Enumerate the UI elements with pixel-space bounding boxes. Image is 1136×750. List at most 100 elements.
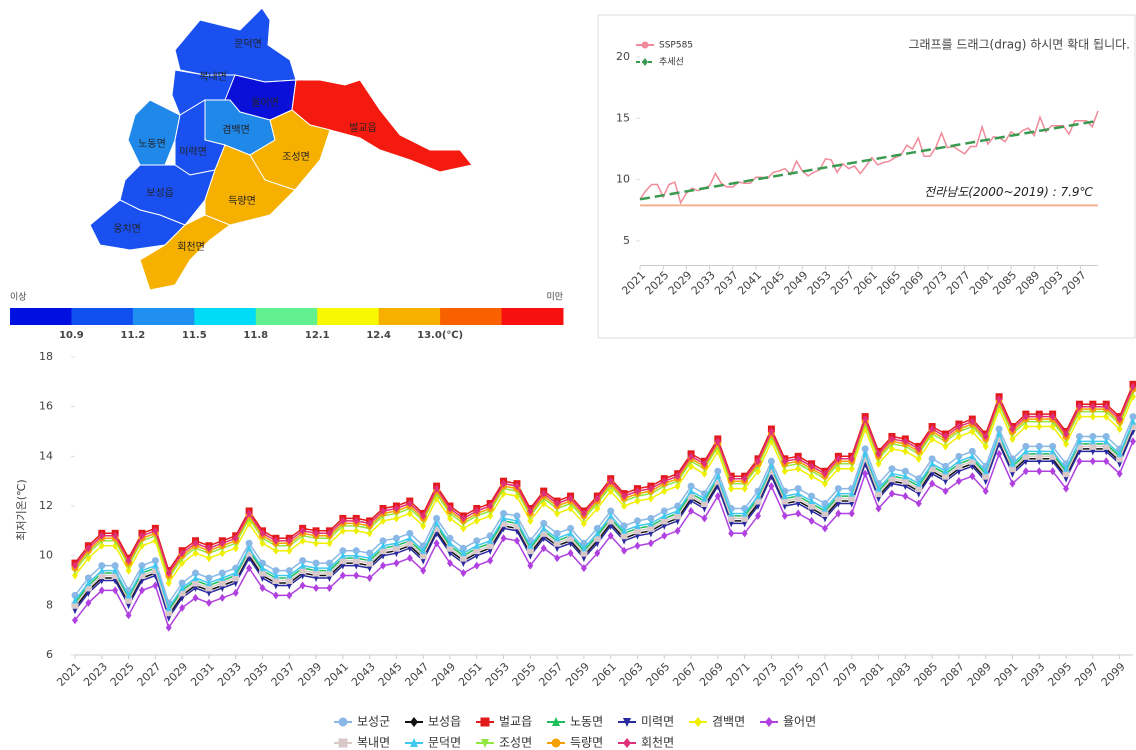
- marker: [701, 514, 708, 523]
- marker: [741, 474, 748, 483]
- marker: [487, 556, 494, 565]
- marker: [72, 571, 78, 580]
- marker: [567, 494, 574, 503]
- chart-annotation[interactable]: 그래프를 드래그(drag) 하시면 확대 됩니다.: [908, 38, 1130, 52]
- y-tick-label: 12: [39, 499, 53, 512]
- marker: [848, 464, 855, 473]
- marker: [607, 511, 614, 519]
- marker: [406, 499, 413, 508]
- region-label: 노동면: [138, 138, 166, 150]
- marker: [513, 536, 520, 545]
- marker: [755, 503, 762, 510]
- marker: [594, 504, 601, 513]
- marker: [366, 529, 373, 538]
- marker: [433, 484, 440, 493]
- marker: [513, 516, 520, 524]
- marker: [1089, 402, 1096, 411]
- legend-marker: [481, 739, 489, 748]
- marker: [674, 506, 681, 514]
- marker: [98, 531, 105, 540]
- marker: [741, 520, 748, 528]
- marker: [862, 449, 869, 457]
- legend-label: 추세선: [659, 57, 684, 68]
- marker: [1036, 467, 1043, 476]
- marker: [862, 415, 869, 424]
- marker: [272, 582, 279, 590]
- marker: [661, 477, 668, 486]
- marker: [406, 545, 413, 553]
- colorbar-segment: [440, 308, 503, 325]
- legend-label: 조성면: [499, 736, 532, 750]
- marker: [1036, 412, 1043, 421]
- marker: [982, 487, 989, 496]
- x-tick-label: 2083: [885, 660, 914, 689]
- marker: [647, 539, 654, 548]
- marker: [286, 571, 293, 579]
- marker: [192, 574, 199, 582]
- marker: [98, 577, 105, 585]
- marker: [969, 472, 976, 481]
- marker: [915, 499, 922, 508]
- colorbar-tick-label: 11.2: [121, 330, 146, 341]
- marker: [580, 564, 587, 573]
- marker: [594, 540, 601, 548]
- legend-marker: [338, 717, 348, 727]
- marker: [1116, 469, 1123, 478]
- marker: [192, 549, 199, 558]
- marker: [902, 483, 909, 491]
- colorbar-segment: [501, 308, 564, 325]
- legend-label: 문덕면: [428, 736, 461, 750]
- y-tick-label: 18: [39, 350, 53, 363]
- marker: [125, 602, 132, 610]
- marker: [902, 437, 909, 446]
- marker: [420, 546, 427, 554]
- legend-marker: [480, 717, 490, 727]
- marker: [661, 531, 668, 540]
- legend-label: 미력면: [641, 715, 674, 729]
- marker: [98, 541, 105, 550]
- marker: [1116, 425, 1123, 434]
- marker: [714, 492, 721, 501]
- legend-marker: [642, 58, 648, 66]
- marker: [781, 467, 788, 476]
- marker: [205, 589, 212, 597]
- x-tick-label: 2055: [510, 660, 539, 689]
- marker: [701, 459, 708, 468]
- x-tick-label: 2035: [242, 660, 271, 689]
- marker: [138, 566, 145, 574]
- region-label: 보성읍: [146, 187, 174, 199]
- marker: [393, 504, 400, 513]
- marker: [205, 554, 212, 563]
- marker: [125, 556, 132, 565]
- region-label: 겸백면: [222, 124, 250, 136]
- marker: [339, 571, 346, 580]
- x-tick-label: 2057: [536, 660, 565, 689]
- marker: [795, 464, 802, 473]
- marker: [848, 454, 855, 463]
- marker: [487, 536, 494, 544]
- marker: [487, 502, 494, 510]
- marker: [621, 546, 628, 555]
- marker: [380, 541, 387, 549]
- marker: [942, 432, 949, 441]
- marker: [165, 603, 172, 611]
- y-tick-label: 10: [39, 549, 53, 562]
- marker: [446, 539, 453, 547]
- marker: [728, 529, 735, 538]
- series-line: [74, 441, 1134, 630]
- marker: [446, 559, 453, 568]
- marker: [380, 516, 387, 525]
- marker: [701, 505, 708, 513]
- marker: [1063, 484, 1070, 493]
- marker: [1103, 448, 1110, 456]
- x-tick-label: 2065: [874, 269, 903, 298]
- marker: [473, 541, 480, 549]
- marker: [339, 551, 346, 559]
- x-tick-label: 2049: [782, 269, 811, 298]
- marker: [1116, 415, 1123, 424]
- marker: [1103, 457, 1110, 466]
- marker: [138, 586, 145, 595]
- series-line: [74, 428, 1134, 618]
- marker: [902, 447, 909, 456]
